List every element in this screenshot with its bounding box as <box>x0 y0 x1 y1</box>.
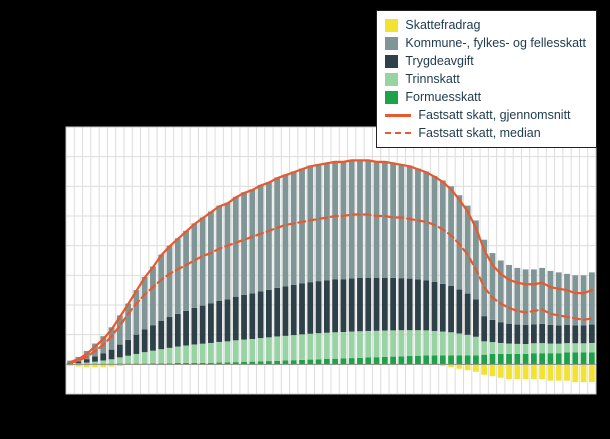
legend-label: Fastsatt skatt, median <box>418 126 541 140</box>
legend-swatch-icon <box>385 90 399 104</box>
legend-solid-line-icon <box>385 113 412 117</box>
legend-item[interactable]: Trinnskatt <box>385 70 586 88</box>
legend-label: Trygdeavgift <box>405 54 474 68</box>
legend-swatch-icon <box>385 36 399 50</box>
legend-label: Kommune-, fylkes- og fellesskatt <box>405 36 586 50</box>
legend-swatch-icon <box>385 54 399 68</box>
legend-item[interactable]: Kommune-, fylkes- og fellesskatt <box>385 34 586 52</box>
legend-label: Trinnskatt <box>405 72 460 86</box>
legend-swatch-icon <box>385 18 399 32</box>
legend-dashed-line-icon <box>385 132 412 134</box>
legend: Skattefradrag Kommune-, fylkes- og felles… <box>376 10 597 148</box>
legend-label: Skattefradrag <box>405 18 481 32</box>
legend-label: Formuesskatt <box>405 90 482 104</box>
legend-item[interactable]: Formuesskatt <box>385 88 586 106</box>
legend-item[interactable]: Trygdeavgift <box>385 52 586 70</box>
legend-swatch-icon <box>385 72 399 86</box>
legend-item[interactable]: Fastsatt skatt, gjennomsnitt <box>385 106 586 124</box>
legend-item[interactable]: Fastsatt skatt, median <box>385 124 586 142</box>
legend-label: Fastsatt skatt, gjennomsnitt <box>418 108 571 122</box>
legend-item[interactable]: Skattefradrag <box>385 16 586 34</box>
